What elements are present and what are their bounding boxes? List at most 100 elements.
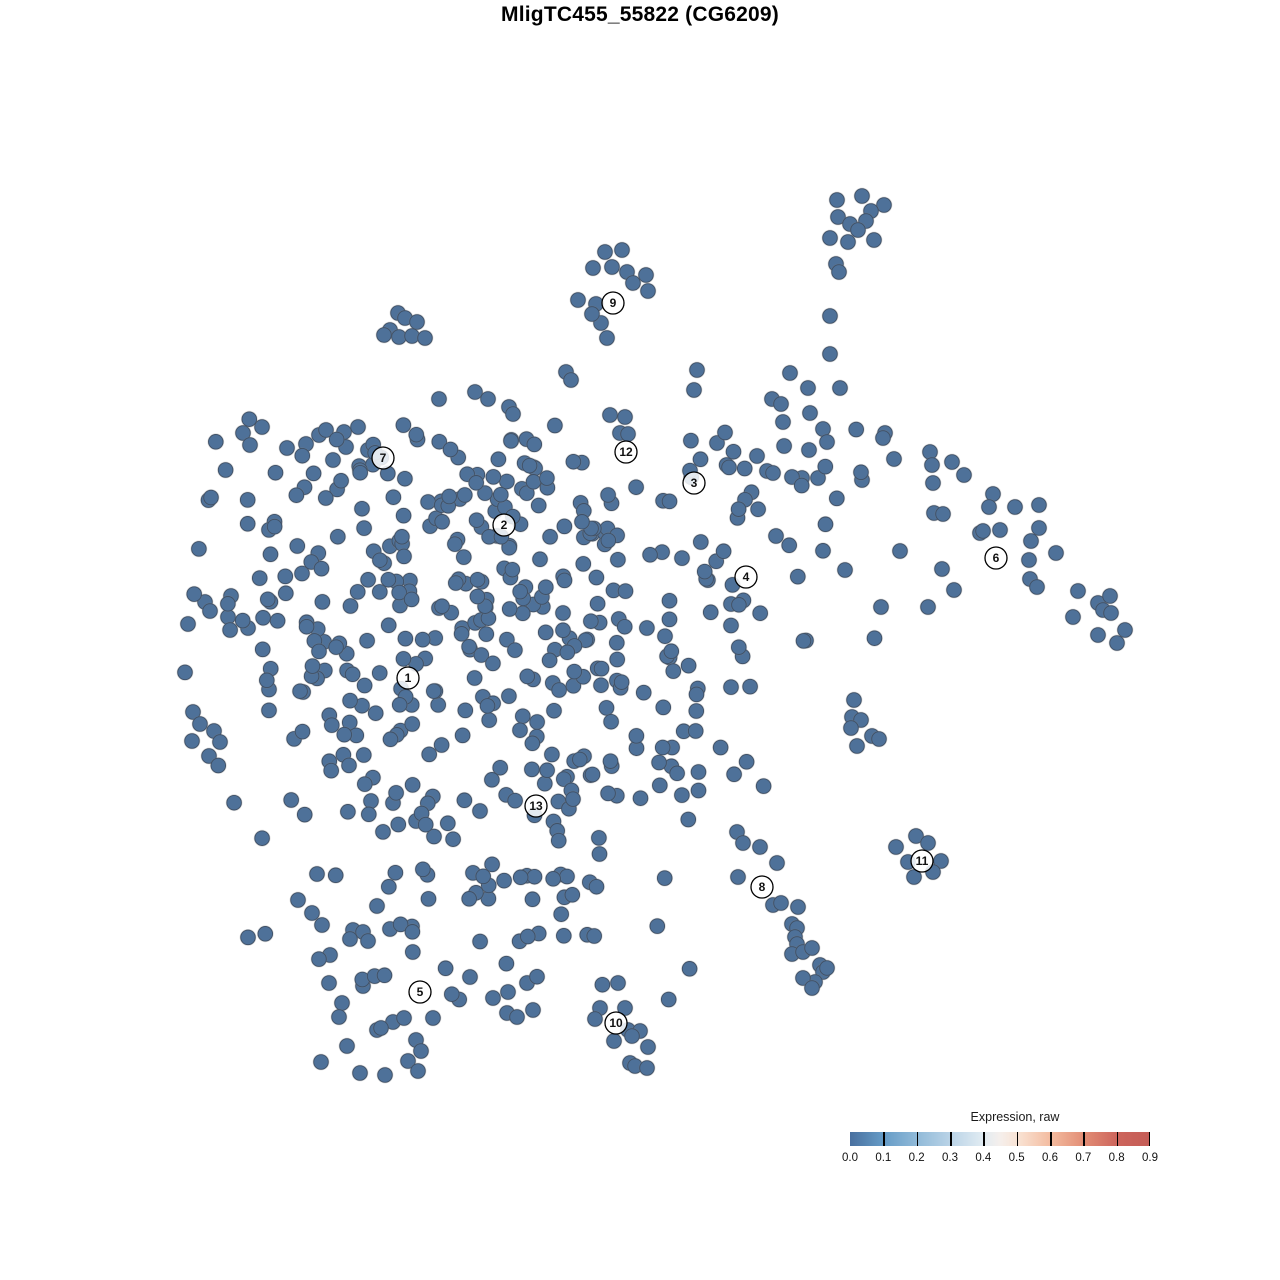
- data-point: [602, 407, 618, 423]
- data-point: [755, 778, 772, 794]
- data-point: [693, 534, 709, 550]
- data-point: [1103, 605, 1119, 621]
- data-point: [1117, 622, 1133, 638]
- data-point: [525, 474, 542, 490]
- data-point: [906, 869, 922, 885]
- data-point: [298, 618, 315, 635]
- data-point: [235, 425, 251, 441]
- data-point: [822, 308, 838, 324]
- data-point: [736, 460, 753, 477]
- data-point: [674, 550, 690, 566]
- cluster-label-circle: [750, 875, 774, 899]
- data-point: [397, 470, 413, 487]
- data-point: [1031, 520, 1047, 536]
- data-point: [325, 452, 341, 468]
- data-point: [617, 583, 634, 599]
- data-point: [262, 546, 279, 563]
- data-point: [831, 264, 847, 280]
- data-point: [454, 727, 471, 744]
- legend-tick-label: 0.2: [908, 1152, 925, 1164]
- data-point: [509, 1009, 525, 1025]
- data-point: [417, 330, 433, 346]
- data-point: [507, 792, 523, 809]
- data-point: [815, 543, 831, 559]
- data-point: [649, 918, 666, 934]
- data-point: [185, 704, 201, 720]
- data-point: [817, 516, 834, 533]
- data-point: [202, 603, 218, 619]
- data-point: [515, 708, 531, 724]
- data-point: [356, 520, 372, 536]
- data-point: [413, 1043, 429, 1059]
- data-point: [524, 735, 541, 752]
- data-point: [657, 628, 673, 644]
- data-point: [400, 1053, 416, 1069]
- data-point: [456, 549, 472, 565]
- data-point: [591, 830, 607, 846]
- data-point: [408, 426, 425, 443]
- data-point: [356, 747, 372, 763]
- data-point: [485, 469, 502, 485]
- data-point: [680, 657, 697, 674]
- data-point: [604, 259, 620, 275]
- data-point: [290, 892, 306, 908]
- data-point: [875, 430, 891, 446]
- data-point: [485, 990, 501, 1006]
- data-point: [289, 538, 306, 554]
- data-point: [354, 500, 370, 517]
- legend-tick-mark: [950, 1132, 952, 1146]
- data-point: [512, 869, 529, 886]
- data-point: [462, 969, 478, 985]
- legend-tick-label: 0.4: [975, 1152, 992, 1164]
- data-point: [481, 712, 497, 728]
- data-point: [524, 891, 541, 908]
- data-point: [683, 432, 699, 449]
- data-point: [846, 692, 862, 708]
- cluster-label-text: 4: [743, 570, 750, 584]
- data-point: [431, 391, 447, 407]
- data-point: [628, 479, 644, 495]
- data-point: [328, 639, 344, 655]
- data-point: [600, 532, 617, 549]
- data-point: [456, 792, 473, 809]
- data-point: [702, 604, 719, 621]
- data-point: [635, 684, 652, 701]
- data-point: [385, 489, 402, 505]
- data-point: [363, 793, 379, 809]
- data-point: [840, 234, 856, 250]
- data-point: [591, 846, 608, 862]
- legend-tick-mark: [883, 1132, 885, 1146]
- data-point: [544, 746, 560, 763]
- data-point: [854, 188, 870, 204]
- data-point: [267, 464, 284, 481]
- data-point: [448, 575, 464, 591]
- data-point: [687, 723, 704, 739]
- cluster-label-text: 10: [609, 1016, 623, 1030]
- data-point: [266, 518, 283, 535]
- data-point: [738, 754, 755, 770]
- data-point: [584, 306, 600, 322]
- data-point: [730, 869, 746, 885]
- data-point: [550, 832, 567, 849]
- data-point: [242, 437, 258, 453]
- data-point: [586, 928, 602, 944]
- data-point: [765, 465, 781, 481]
- data-point: [352, 464, 368, 481]
- data-point: [334, 995, 350, 1011]
- data-point: [395, 417, 412, 433]
- data-point: [593, 660, 610, 677]
- data-point: [1023, 533, 1039, 549]
- data-point: [530, 497, 547, 514]
- data-point: [556, 572, 573, 589]
- data-point: [822, 230, 838, 246]
- data-point: [304, 905, 320, 921]
- data-point: [360, 933, 376, 949]
- data-point: [226, 794, 242, 811]
- data-point: [473, 647, 490, 663]
- data-point: [501, 601, 518, 617]
- data-point: [327, 867, 344, 884]
- data-point: [817, 458, 834, 475]
- cluster-label-11: 11: [910, 849, 934, 873]
- data-point: [457, 702, 474, 719]
- cluster-label-4: 4: [734, 565, 758, 589]
